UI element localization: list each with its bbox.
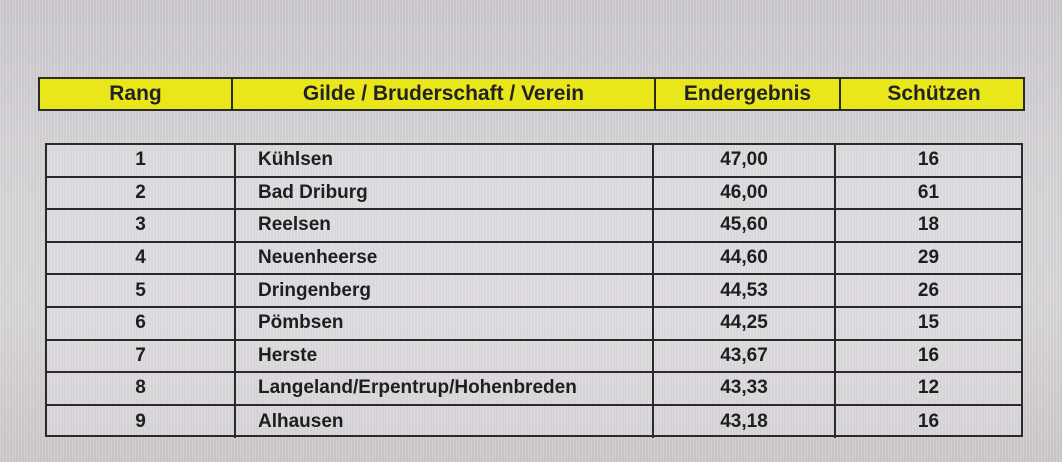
- rank-cell: 9: [47, 405, 236, 439]
- rank-cell: 1: [47, 145, 236, 176]
- rank-cell: 5: [47, 275, 236, 306]
- rank-cell: 4: [47, 242, 236, 274]
- header-club: Gilde / Bruderschaft / Verein: [233, 79, 656, 109]
- rank-cell: 6: [47, 307, 236, 339]
- result-cell: 44,25: [654, 307, 836, 339]
- club-cell: Dringenberg: [236, 275, 654, 306]
- header-shooters: Schützen: [887, 82, 981, 105]
- results-table: 1 Kühlsen 47,00 16 2 Bad Driburg 46,00 6…: [45, 143, 1023, 439]
- result-cell: 43,18: [654, 405, 836, 439]
- rank-cell: 7: [47, 340, 236, 372]
- club-cell: Pömbsen: [236, 307, 654, 339]
- club-cell: Langeland/Erpentrup/Hohenbreden: [236, 373, 654, 404]
- table-row: 5 Dringenberg 44,53 26: [47, 275, 1021, 308]
- shooters-cell: 18: [917, 214, 940, 236]
- result-cell: 44,53: [654, 275, 836, 306]
- shooters-cell: 29: [917, 247, 940, 269]
- result-cell: 43,67: [654, 340, 836, 372]
- result-cell: 46,00: [654, 177, 836, 209]
- shooters-cell: 16: [917, 411, 940, 433]
- club-cell: Neuenheerse: [236, 242, 654, 274]
- rank-cell: 2: [47, 177, 236, 209]
- club-cell: Kühlsen: [236, 145, 654, 176]
- shooters-cell: 15: [917, 312, 940, 334]
- result-cell: 43,33: [654, 373, 836, 404]
- shooters-cell: 12: [917, 377, 940, 399]
- result-cell: 45,60: [654, 210, 836, 241]
- shooters-cell: 16: [917, 344, 940, 366]
- table-row: 9 Alhausen 43,18 16: [47, 405, 1021, 439]
- table-row: 6 Pömbsen 44,25 15: [47, 307, 1021, 341]
- table-row: 7 Herste 43,67 16: [47, 340, 1021, 374]
- club-cell: Reelsen: [236, 210, 654, 241]
- shooters-cell: 61: [917, 181, 940, 203]
- club-cell: Bad Driburg: [236, 177, 654, 209]
- shooters-cell: 16: [917, 149, 940, 171]
- table-row: 2 Bad Driburg 46,00 61: [47, 177, 1021, 211]
- club-cell: Herste: [236, 340, 654, 372]
- table-row: 1 Kühlsen 47,00 16: [47, 145, 1021, 178]
- table-row: 4 Neuenheerse 44,60 29: [47, 242, 1021, 276]
- shooters-cell: 26: [917, 279, 940, 301]
- result-cell: 47,00: [654, 145, 836, 176]
- rank-cell: 8: [47, 373, 236, 404]
- header-rank: Rang: [40, 79, 233, 109]
- table-row: 8 Langeland/Erpentrup/Hohenbreden 43,33 …: [47, 373, 1021, 406]
- result-cell: 44,60: [654, 242, 836, 274]
- club-cell: Alhausen: [236, 405, 654, 439]
- rank-cell: 3: [47, 210, 236, 241]
- header-result: Endergebnis: [656, 79, 841, 109]
- results-header: Rang Gilde / Bruderschaft / Verein Ender…: [38, 77, 1025, 111]
- table-row: 3 Reelsen 45,60 18: [47, 210, 1021, 243]
